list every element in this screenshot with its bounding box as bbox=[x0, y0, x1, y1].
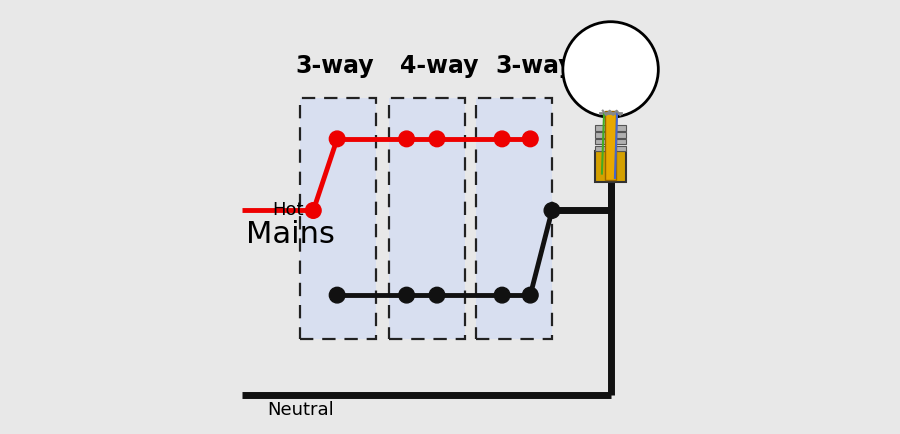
Text: Hot: Hot bbox=[272, 201, 303, 220]
Circle shape bbox=[523, 287, 538, 303]
Bar bbox=[596, 139, 626, 145]
Text: Mains: Mains bbox=[246, 220, 335, 249]
Circle shape bbox=[494, 131, 510, 147]
Bar bbox=[596, 151, 626, 182]
Text: 3-way: 3-way bbox=[296, 54, 374, 78]
Text: Neutral: Neutral bbox=[267, 401, 335, 419]
Circle shape bbox=[544, 203, 560, 218]
Bar bbox=[596, 146, 626, 151]
Bar bbox=[476, 98, 552, 339]
Bar bbox=[389, 98, 465, 339]
Circle shape bbox=[305, 203, 321, 218]
Circle shape bbox=[329, 131, 345, 147]
Circle shape bbox=[399, 287, 414, 303]
Text: 3-way: 3-way bbox=[495, 54, 574, 78]
Circle shape bbox=[494, 287, 510, 303]
Bar bbox=[596, 125, 626, 131]
Circle shape bbox=[399, 131, 414, 147]
Circle shape bbox=[329, 287, 345, 303]
Circle shape bbox=[562, 22, 658, 117]
Circle shape bbox=[429, 287, 445, 303]
Text: 4-way: 4-way bbox=[400, 54, 479, 78]
Bar bbox=[301, 98, 376, 339]
Bar bbox=[596, 132, 626, 138]
Circle shape bbox=[429, 131, 445, 147]
Bar bbox=[605, 111, 616, 180]
Circle shape bbox=[523, 131, 538, 147]
